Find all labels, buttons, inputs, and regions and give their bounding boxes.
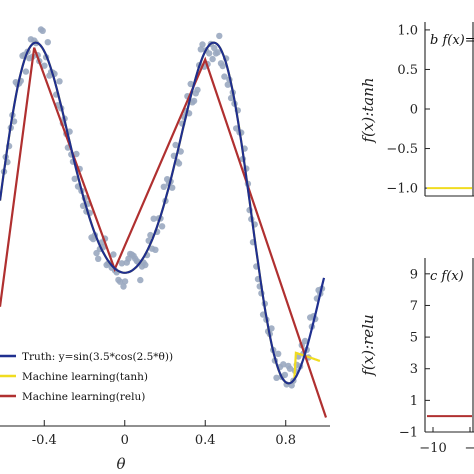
- scatter-point: [190, 97, 198, 105]
- panel-c-y-tick-label: 7: [410, 299, 418, 314]
- scatter-point: [56, 78, 63, 85]
- scatter-point: [206, 50, 213, 57]
- scatter-point: [73, 150, 80, 158]
- scatter-point: [172, 141, 179, 149]
- panel-c-y-tick-label: −1: [399, 426, 418, 441]
- scatter-point: [187, 80, 194, 88]
- scatter-point: [147, 231, 154, 239]
- panel-b: 1.0 0.5 0 −0.5 −1.0 b f(x)= f(x):tanh: [359, 22, 474, 197]
- legend-label-truth: Truth: y=sin(3.5*cos(2.5*θ)): [22, 351, 173, 363]
- scatter-point: [216, 32, 223, 40]
- scatter-point: [273, 374, 280, 381]
- panel-b-y-tick-label: 1.0: [397, 23, 418, 38]
- panel-c-label: c f(x): [430, 269, 464, 284]
- scatter-point: [219, 62, 226, 70]
- scatter-point: [194, 86, 201, 94]
- panel-c-y-tick-label: 5: [410, 331, 418, 346]
- main-chart-panel: -0.4 0 0.4 0.8 θ Truth: y=sin(3.5*cos(2.5*θ…: [0, 26, 330, 473]
- scatter-point: [137, 276, 144, 284]
- main-x-axis-title: θ: [116, 455, 125, 473]
- panel-c-x-tick-label: −: [465, 441, 474, 456]
- scatter-point: [142, 261, 149, 269]
- legend: Truth: y=sin(3.5*cos(2.5*θ)) Machine lea…: [0, 351, 173, 403]
- scatter-point: [158, 223, 166, 230]
- panel-b-y-tick-label: 0: [410, 103, 418, 118]
- panel-c-y-tick-label: 9: [410, 267, 418, 282]
- panel-b-label: b f(x)=: [430, 33, 474, 48]
- scatter-point: [214, 49, 221, 56]
- legend-label-tanh: Machine learning(tanh): [22, 371, 148, 383]
- panel-c-y-axis-title: f(x):relu: [359, 314, 377, 376]
- scatter-point: [118, 260, 126, 267]
- scatter-point: [281, 371, 289, 379]
- truth-line: [0, 41, 326, 385]
- scatter-point: [280, 361, 287, 368]
- scatter-point: [41, 62, 48, 69]
- panel-b-y-tick-label: −1.0: [386, 182, 418, 197]
- panel-c: 9 7 5 3 1 −1 −10 − c f(x) f(x):relu: [359, 258, 474, 456]
- scatter-points: [0, 26, 326, 389]
- scatter-point: [268, 325, 275, 332]
- panel-c-y-tick-label: 1: [410, 394, 418, 409]
- x-tick-label: -0.4: [32, 433, 57, 448]
- scatter-point: [275, 350, 282, 357]
- x-tick-label: 0.8: [275, 433, 296, 448]
- scatter-point: [169, 184, 176, 191]
- scatter-point: [199, 41, 206, 48]
- panel-b-y-axis-title: f(x):tanh: [359, 77, 377, 143]
- main-x-ticks: -0.4 0 0.4 0.8: [32, 420, 296, 448]
- scatter-point: [121, 278, 129, 285]
- scatter-point: [209, 55, 216, 63]
- scatter-point: [286, 365, 294, 372]
- panel-b-y-tick-label: −0.5: [386, 142, 418, 157]
- scatter-point: [175, 160, 183, 167]
- legend-label-relu: Machine learning(relu): [22, 391, 145, 403]
- scatter-point: [22, 68, 30, 75]
- scatter-point: [116, 278, 124, 285]
- scatter-point: [221, 73, 228, 80]
- scatter-point: [197, 46, 204, 53]
- scatter-point: [150, 215, 157, 222]
- scatter-point: [44, 39, 51, 46]
- scatter-point: [95, 255, 102, 262]
- x-tick-label: 0: [121, 433, 129, 448]
- scatter-point: [224, 81, 231, 88]
- main-lines: [0, 41, 328, 418]
- x-tick-label: 0.4: [195, 433, 216, 448]
- panel-c-x-ticks: −10 −: [419, 427, 474, 456]
- panel-b-y-tick-label: 0.5: [397, 63, 418, 78]
- panel-c-x-tick-label: −10: [419, 441, 446, 456]
- scatter-point: [71, 175, 78, 182]
- panel-b-y-ticks: 1.0 0.5 0 −0.5 −1.0: [386, 23, 430, 197]
- scatter-point: [160, 183, 167, 190]
- scatter-point: [120, 283, 127, 290]
- panel-c-y-tick-label: 3: [410, 362, 418, 377]
- scatter-point: [110, 251, 117, 258]
- scatter-point: [301, 337, 309, 345]
- scatter-point: [152, 246, 159, 253]
- scatter-point: [39, 27, 46, 34]
- panel-c-y-ticks: 9 7 5 3 1 −1: [399, 267, 430, 441]
